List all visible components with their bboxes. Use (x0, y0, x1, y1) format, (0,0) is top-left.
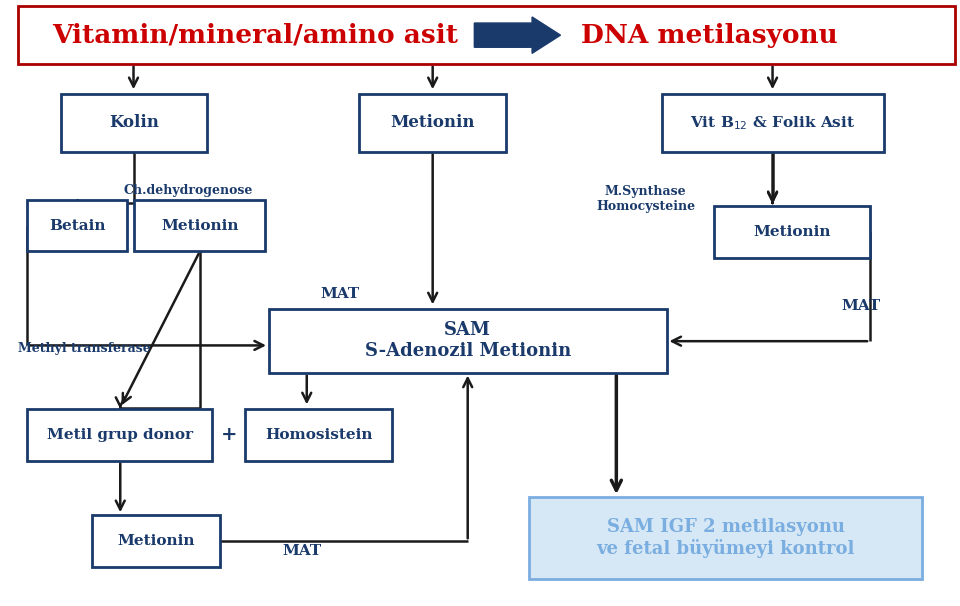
FancyBboxPatch shape (60, 94, 207, 152)
Text: Homosistein: Homosistein (265, 428, 372, 442)
Text: DNA metilasyonu: DNA metilasyonu (581, 22, 837, 48)
Text: SAM IGF 2 metilasyonu
ve fetal büyümeyi kontrol: SAM IGF 2 metilasyonu ve fetal büyümeyi … (596, 518, 854, 558)
Text: Kolin: Kolin (109, 114, 159, 132)
Text: Betain: Betain (49, 219, 106, 233)
Text: Methyl transferase: Methyl transferase (18, 342, 151, 355)
Text: Metionin: Metionin (117, 534, 195, 548)
Text: MAT: MAT (282, 544, 322, 559)
FancyBboxPatch shape (134, 200, 265, 251)
FancyBboxPatch shape (714, 206, 870, 258)
Text: Metionin: Metionin (161, 219, 238, 233)
Text: Ch.dehydrogenose: Ch.dehydrogenose (124, 184, 253, 198)
FancyBboxPatch shape (269, 309, 666, 373)
FancyBboxPatch shape (28, 200, 127, 251)
Text: MAT: MAT (321, 287, 359, 301)
FancyBboxPatch shape (661, 94, 884, 152)
Polygon shape (474, 17, 561, 53)
Text: Metil grup donor: Metil grup donor (47, 428, 193, 442)
FancyBboxPatch shape (529, 497, 923, 579)
Text: MAT: MAT (841, 299, 880, 313)
Text: +: + (221, 426, 237, 444)
FancyBboxPatch shape (18, 6, 955, 64)
Text: Vitamin/mineral/amino asit: Vitamin/mineral/amino asit (52, 22, 458, 48)
Text: M.Synthase
Homocysteine: M.Synthase Homocysteine (596, 185, 695, 213)
Text: SAM
S-Adenozil Metionin: SAM S-Adenozil Metionin (365, 321, 571, 361)
FancyBboxPatch shape (359, 94, 506, 152)
FancyBboxPatch shape (28, 409, 212, 461)
FancyBboxPatch shape (245, 409, 392, 461)
Text: Metionin: Metionin (754, 225, 830, 239)
FancyBboxPatch shape (92, 515, 220, 567)
Text: Vit B$_{12}$ & Folik Asit: Vit B$_{12}$ & Folik Asit (690, 114, 855, 132)
Text: Metionin: Metionin (390, 114, 474, 132)
